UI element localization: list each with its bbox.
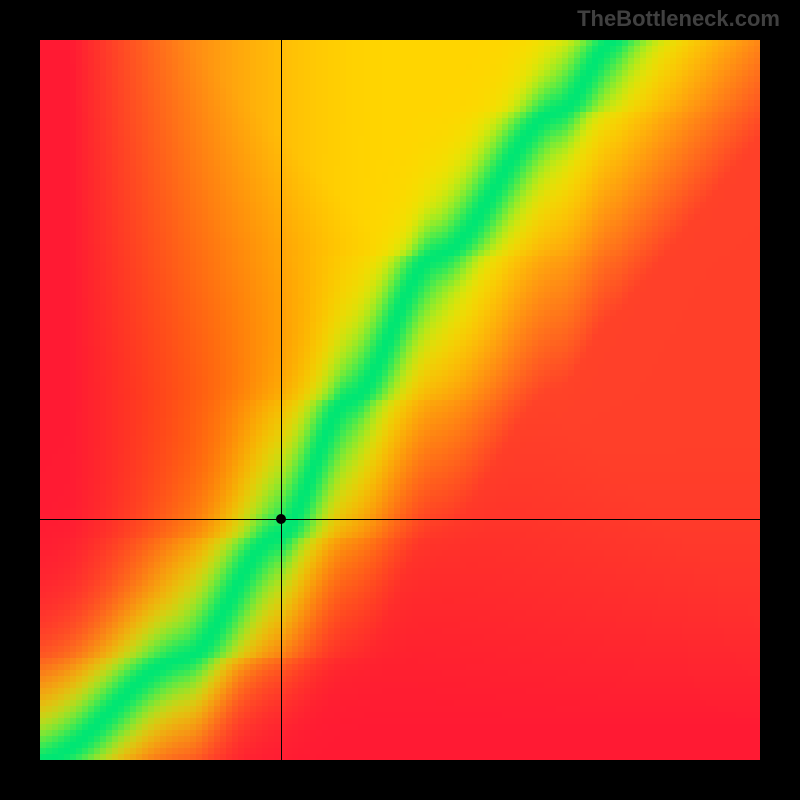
crosshair-vertical: [281, 40, 282, 760]
crosshair-dot: [276, 514, 286, 524]
watermark-text: TheBottleneck.com: [577, 6, 780, 32]
crosshair-horizontal: [40, 519, 760, 520]
heatmap-canvas: [40, 40, 760, 760]
heatmap-plot: [40, 40, 760, 760]
